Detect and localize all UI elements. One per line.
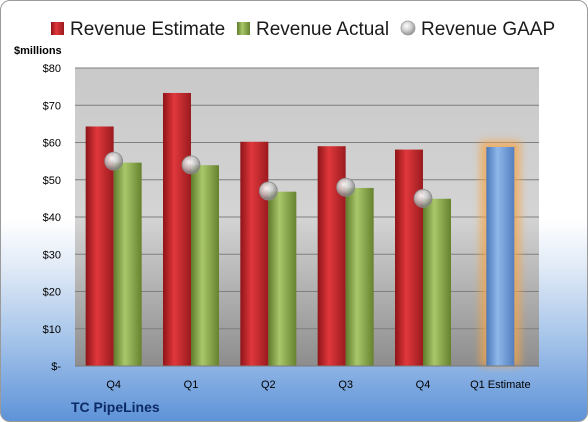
marker-revenue-gaap-1 xyxy=(181,155,201,175)
bar-revenue-actual-0 xyxy=(113,162,142,366)
x-tick-label-q3: Q3 xyxy=(338,379,353,391)
y-tick-label: $10 xyxy=(43,324,61,336)
legend-label-gaap: Revenue GAAP xyxy=(421,19,555,40)
bars xyxy=(85,92,521,367)
x-tick-label-q2: Q2 xyxy=(261,379,276,391)
bar-revenue-estimate-4 xyxy=(395,149,423,366)
legend-swatch-gaap xyxy=(400,20,416,36)
marker-revenue-gaap-0 xyxy=(104,151,124,171)
company-name: TC PipeLines xyxy=(71,399,160,415)
x-tick-label-q4: Q4 xyxy=(416,379,431,391)
x-tick-label-q1: Q1 xyxy=(184,379,199,391)
x-axis-ticks: Q4 Q1 Q2 Q3 Q4 Q1 Estimate xyxy=(106,379,530,391)
marker-revenue-gaap-2 xyxy=(258,181,278,201)
bar-q1-estimate xyxy=(486,146,515,366)
y-tick-label: $40 xyxy=(43,212,61,224)
legend-swatch-actual xyxy=(237,22,250,35)
marker-revenue-gaap-3 xyxy=(336,177,356,197)
legend-item-revenue-actual: Revenue Actual xyxy=(237,19,389,40)
y-tick-label: $- xyxy=(51,361,61,373)
gaap-markers xyxy=(104,151,433,208)
gridlines xyxy=(75,67,539,330)
y-tick-label: $20 xyxy=(43,287,61,299)
bar-revenue-actual-1 xyxy=(191,165,219,366)
bar-revenue-actual-3 xyxy=(345,187,374,366)
marker-revenue-gaap-4 xyxy=(413,188,433,208)
legend-swatch-estimate xyxy=(51,22,64,35)
x-tick-label-q1-estimate: Q1 Estimate xyxy=(470,379,531,391)
legend-item-revenue-gaap: Revenue GAAP xyxy=(400,19,555,40)
legend: Revenue Estimate Revenue Actual Revenue … xyxy=(51,19,555,40)
legend-label-actual: Revenue Actual xyxy=(256,19,389,40)
bar-revenue-actual-2 xyxy=(268,191,297,366)
bar-revenue-estimate-2 xyxy=(240,141,269,366)
y-tick-label: $80 xyxy=(43,63,61,75)
y-axis-unit-label: $millions xyxy=(14,45,62,57)
legend-label-estimate: Revenue Estimate xyxy=(70,19,225,40)
bar-revenue-estimate-1 xyxy=(163,92,191,367)
y-tick-label: $70 xyxy=(43,100,61,112)
bar-revenue-actual-4 xyxy=(423,198,451,366)
y-tick-label: $30 xyxy=(43,249,61,261)
y-tick-label: $60 xyxy=(43,138,61,150)
y-tick-label: $50 xyxy=(43,175,61,187)
y-axis-ticks: $- $10 $20 $30 $40 $50 $60 $70 $80 xyxy=(43,63,62,373)
legend-item-revenue-estimate: Revenue Estimate xyxy=(51,19,225,40)
x-tick-label-q4: Q4 xyxy=(106,379,121,391)
